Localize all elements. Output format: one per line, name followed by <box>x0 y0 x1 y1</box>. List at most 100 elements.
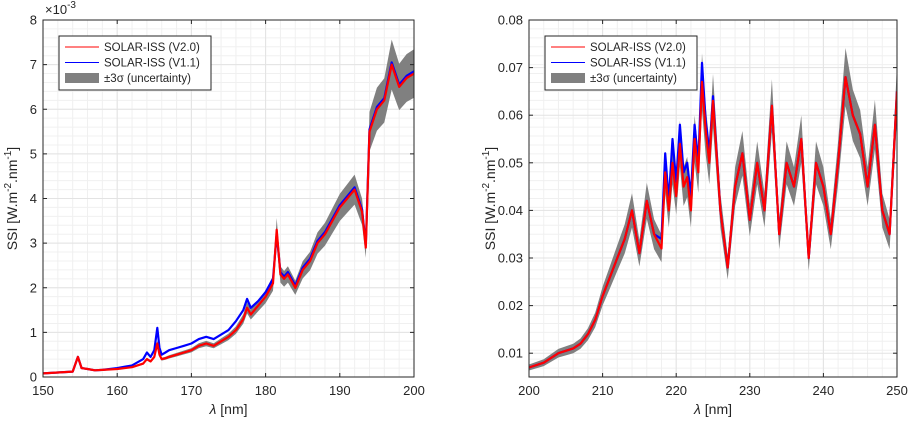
data-point-v11 <box>131 364 133 366</box>
data-point-v11 <box>146 351 148 354</box>
y-tick-label: 0 <box>30 370 37 385</box>
data-point-v20 <box>302 269 304 271</box>
data-point-v11 <box>198 338 200 340</box>
data-point-v11 <box>391 61 393 64</box>
data-point-v20 <box>346 197 348 200</box>
data-point-v20 <box>793 186 795 188</box>
x-tick-label: 200 <box>518 383 540 398</box>
y-axis-label: SSI [W.m-2.nm-1] <box>3 147 20 250</box>
data-point-v20 <box>664 171 666 173</box>
data-point-v11 <box>287 271 289 273</box>
data-point-v11 <box>265 291 267 293</box>
y-tick-label: 1 <box>30 325 37 340</box>
data-point-v11 <box>220 334 222 336</box>
legend-entry-v11-label: SOLAR-ISS (V1.1) <box>590 58 686 70</box>
data-point-v20 <box>786 162 788 164</box>
data-point-v20 <box>616 257 618 259</box>
x-tick-label: 200 <box>403 383 425 398</box>
data-point-v20 <box>250 313 252 316</box>
x-tick-label: 210 <box>592 383 614 398</box>
data-point-v11 <box>694 124 696 126</box>
legend-entry-v20-label: SOLAR-ISS (V2.0) <box>104 42 200 54</box>
data-point-v11 <box>686 162 688 164</box>
data-point-v20 <box>158 354 161 356</box>
y-tick-label: 0.04 <box>498 203 523 218</box>
data-point-v20 <box>235 329 237 331</box>
data-point-v20 <box>116 368 118 370</box>
data-point-v20 <box>686 176 688 178</box>
data-point-v20 <box>156 342 158 345</box>
x-tick-label: 250 <box>886 383 908 398</box>
data-point-v20 <box>852 114 854 116</box>
chart-panel-1: 150 160 170 180 190 200 0 1 2 3 4 5 6 7 8 λ [nm] SSI [W.… <box>3 0 425 417</box>
data-point-v20 <box>383 99 385 101</box>
data-point-v11 <box>246 298 248 300</box>
data-point-v20 <box>624 238 626 240</box>
y-tick-label: 7 <box>30 57 37 72</box>
y-axis-label: SSI [W.m-2.nm-1] <box>481 147 498 250</box>
data-point-v20 <box>800 138 802 140</box>
y-tick-label: 0.07 <box>498 60 523 75</box>
data-point-v20 <box>150 360 152 362</box>
data-point-v20 <box>279 273 281 275</box>
data-point-v20 <box>94 369 96 371</box>
data-point-v20 <box>81 367 83 369</box>
y-tick-label: 0.03 <box>498 251 523 266</box>
data-point-v20 <box>265 296 267 298</box>
x-tick-label: 220 <box>665 383 687 398</box>
data-point-v20 <box>694 138 696 140</box>
data-point-v20 <box>712 100 714 102</box>
legend-entry-uncertainty-label: ±3σ (uncertainty) <box>590 73 677 85</box>
data-point-v20 <box>778 233 780 235</box>
data-point-v20 <box>727 266 729 269</box>
axes-box <box>528 19 898 378</box>
legend-entry-uncertainty-swatch <box>65 73 99 83</box>
data-point-v20 <box>176 354 178 356</box>
data-point-v11 <box>257 300 259 302</box>
data-point-v20 <box>653 233 655 235</box>
plot-data <box>43 39 414 375</box>
data-point-v20 <box>756 162 758 164</box>
data-point-v20 <box>283 278 285 280</box>
data-point-v20 <box>844 76 847 78</box>
data-point-v20 <box>246 307 248 309</box>
data-point-v20 <box>638 252 641 254</box>
data-point-v20 <box>146 358 148 360</box>
data-point-v20 <box>749 219 751 221</box>
data-point-v11 <box>183 345 185 347</box>
y-tick-label: 0.01 <box>498 346 523 361</box>
x-tick-label: 230 <box>739 383 761 398</box>
data-point-v20 <box>86 368 89 370</box>
data-point-v20 <box>376 108 378 110</box>
data-point-v20 <box>763 209 766 211</box>
series-line-v20 <box>43 63 414 375</box>
data-point-v20 <box>705 128 707 131</box>
data-point-v20 <box>701 81 703 83</box>
data-point-v20 <box>543 362 545 364</box>
data-point-v20 <box>316 242 319 244</box>
data-point-v20 <box>161 358 163 360</box>
data-point-v20 <box>631 209 633 211</box>
data-point-v11 <box>671 138 674 140</box>
x-tick-label: 240 <box>813 383 835 398</box>
legend-entry-v20-label: SOLAR-ISS (V2.0) <box>590 42 686 54</box>
data-point-v20 <box>272 282 274 284</box>
data-point-v20 <box>675 195 677 197</box>
data-point-v20 <box>101 369 103 371</box>
y-tick-label: 0.05 <box>498 155 523 170</box>
y-tick-label: 0.06 <box>498 108 523 123</box>
data-point-v11 <box>205 336 207 338</box>
y-multiplier-label: ×10-3 <box>45 0 76 17</box>
data-point-v20 <box>579 343 582 345</box>
data-point-v20 <box>708 162 710 164</box>
data-point-v20 <box>697 171 699 173</box>
data-point-v11 <box>190 342 192 345</box>
data-point-v20 <box>406 77 408 79</box>
plot-data <box>529 48 897 371</box>
legend-entry-uncertainty-swatch <box>551 73 585 83</box>
data-point-v20 <box>339 206 341 208</box>
data-point-v20 <box>324 233 326 235</box>
data-point-v20 <box>830 233 832 235</box>
data-point-v20 <box>287 273 289 275</box>
data-point-v20 <box>771 105 773 107</box>
